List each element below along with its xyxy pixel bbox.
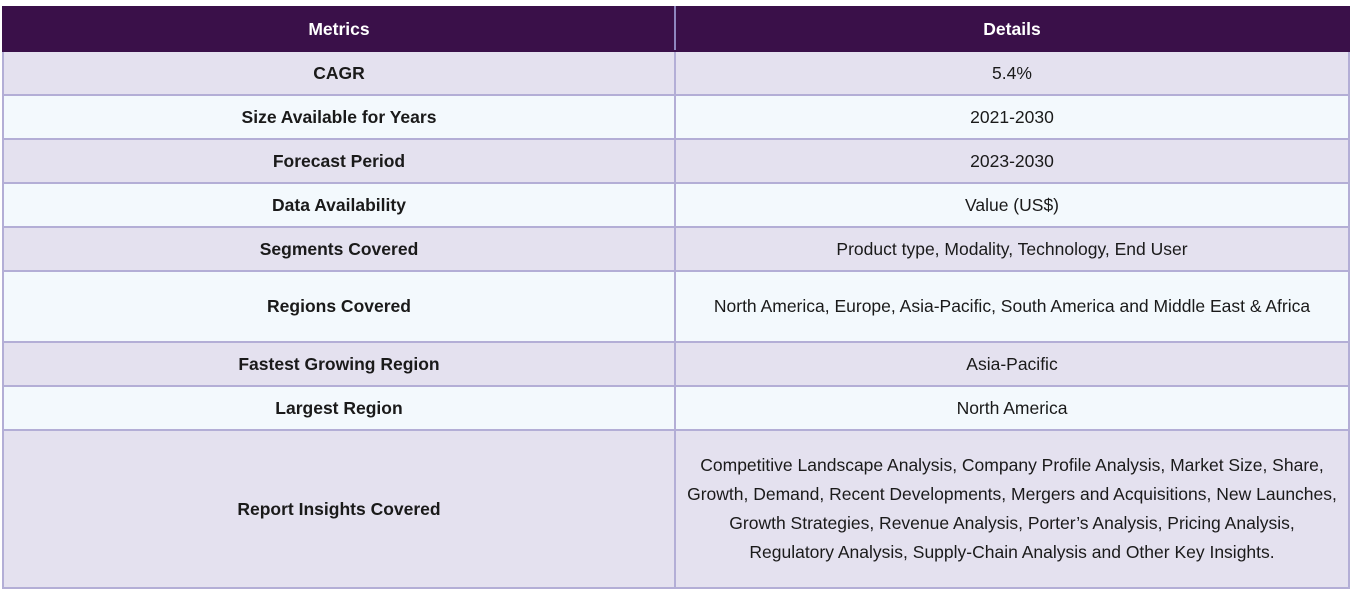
- table-row: Forecast Period 2023-2030: [2, 138, 1350, 184]
- detail-cell: Product type, Modality, Technology, End …: [674, 226, 1350, 272]
- table-row: Data Availability Value (US$): [2, 182, 1350, 228]
- metric-cell: Segments Covered: [2, 226, 676, 272]
- detail-cell: Value (US$): [674, 182, 1350, 228]
- table-row: Report Insights Covered Competitive Land…: [2, 429, 1350, 589]
- metrics-table: Metrics Details CAGR 5.4% Size Available…: [2, 6, 1350, 589]
- header-metrics: Metrics: [2, 6, 676, 52]
- detail-cell: Asia-Pacific: [674, 341, 1350, 387]
- metrics-table-container: Metrics Details CAGR 5.4% Size Available…: [2, 6, 1350, 589]
- table-row: Largest Region North America: [2, 385, 1350, 431]
- metric-cell: Regions Covered: [2, 270, 676, 343]
- table-row: Fastest Growing Region Asia-Pacific: [2, 341, 1350, 387]
- metric-cell: Report Insights Covered: [2, 429, 676, 589]
- detail-cell: Competitive Landscape Analysis, Company …: [674, 429, 1350, 589]
- metric-cell: Data Availability: [2, 182, 676, 228]
- metric-cell: Forecast Period: [2, 138, 676, 184]
- detail-cell: North America, Europe, Asia-Pacific, Sou…: [674, 270, 1350, 343]
- table-row: Regions Covered North America, Europe, A…: [2, 270, 1350, 343]
- table-row: Segments Covered Product type, Modality,…: [2, 226, 1350, 272]
- header-details: Details: [674, 6, 1350, 52]
- metric-cell: Fastest Growing Region: [2, 341, 676, 387]
- detail-cell: 2021-2030: [674, 94, 1350, 140]
- detail-cell: 5.4%: [674, 50, 1350, 96]
- metric-cell: CAGR: [2, 50, 676, 96]
- metric-cell: Size Available for Years: [2, 94, 676, 140]
- table-row: Size Available for Years 2021-2030: [2, 94, 1350, 140]
- table-row: CAGR 5.4%: [2, 50, 1350, 96]
- detail-cell: 2023-2030: [674, 138, 1350, 184]
- metric-cell: Largest Region: [2, 385, 676, 431]
- detail-cell: North America: [674, 385, 1350, 431]
- table-header-row: Metrics Details: [2, 6, 1350, 52]
